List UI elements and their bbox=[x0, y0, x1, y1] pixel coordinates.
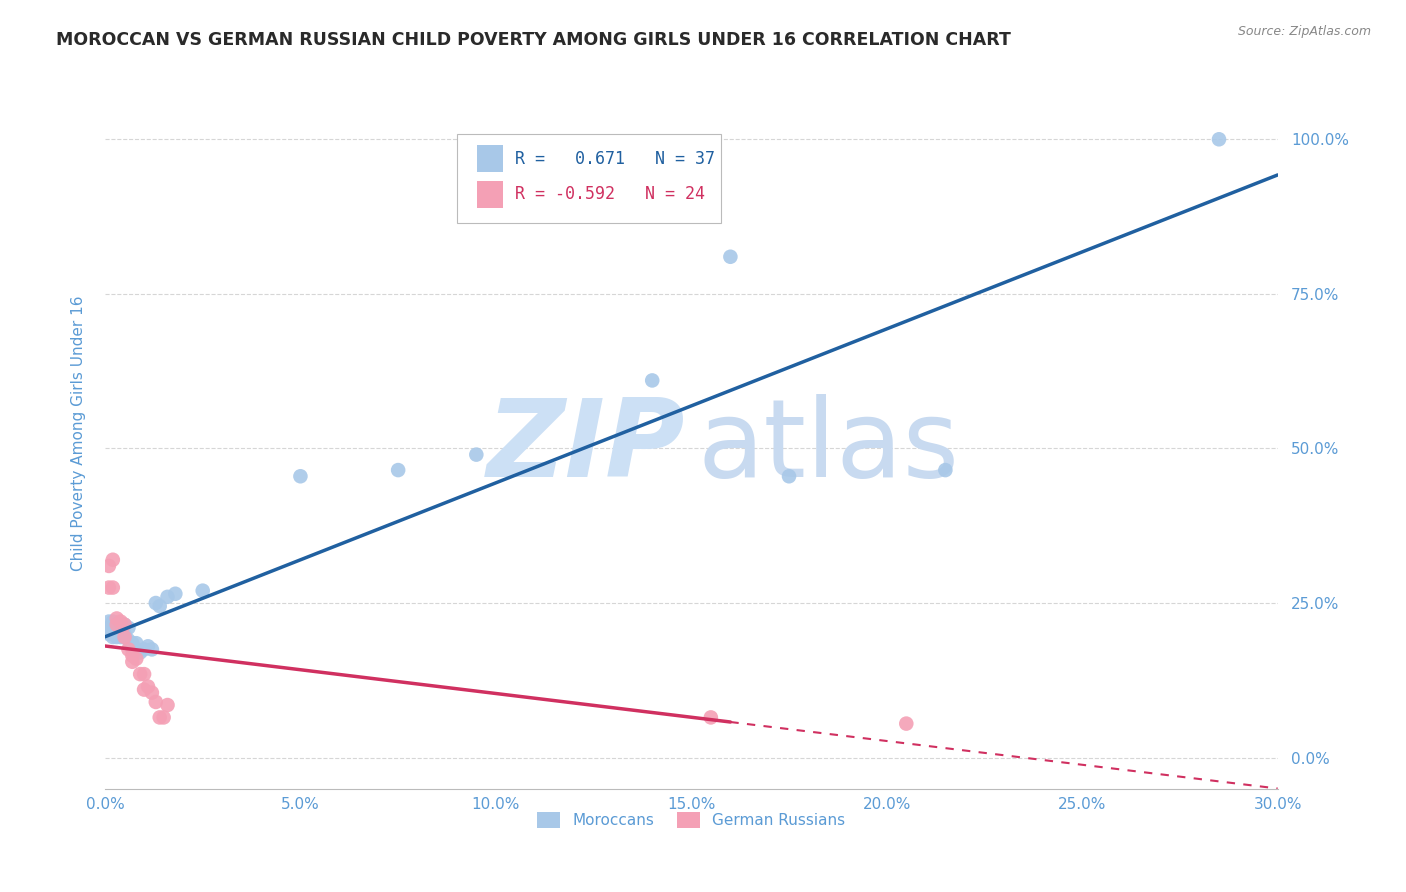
Point bbox=[132, 682, 155, 697]
Point bbox=[97, 627, 120, 641]
Point bbox=[387, 463, 409, 477]
Point bbox=[129, 667, 152, 681]
Point bbox=[117, 633, 139, 648]
Point bbox=[125, 651, 148, 665]
Point bbox=[101, 615, 124, 629]
Point bbox=[145, 596, 167, 610]
Point bbox=[896, 716, 918, 731]
Point bbox=[700, 710, 723, 724]
Point bbox=[101, 624, 124, 638]
Point bbox=[121, 636, 143, 650]
Point bbox=[156, 698, 179, 712]
Point bbox=[718, 250, 741, 264]
Point bbox=[105, 627, 128, 641]
Legend: Moroccans, German Russians: Moroccans, German Russians bbox=[531, 806, 852, 834]
Point bbox=[156, 590, 179, 604]
Point bbox=[117, 621, 139, 635]
Point bbox=[97, 615, 120, 629]
Y-axis label: Child Poverty Among Girls Under 16: Child Poverty Among Girls Under 16 bbox=[72, 295, 86, 571]
Point bbox=[132, 642, 155, 657]
Point bbox=[121, 655, 143, 669]
Point bbox=[114, 630, 136, 644]
Point bbox=[105, 621, 128, 635]
Point bbox=[149, 710, 172, 724]
Point bbox=[114, 630, 136, 644]
Point bbox=[290, 469, 312, 483]
Point bbox=[149, 599, 172, 614]
Point bbox=[121, 648, 143, 663]
Point bbox=[136, 680, 159, 694]
Point bbox=[97, 581, 120, 595]
Point bbox=[465, 448, 488, 462]
Point bbox=[1208, 132, 1230, 146]
Point bbox=[778, 469, 800, 483]
Point bbox=[125, 636, 148, 650]
Point bbox=[101, 581, 124, 595]
Point bbox=[125, 642, 148, 657]
Point bbox=[114, 627, 136, 641]
Point bbox=[97, 621, 120, 635]
Point bbox=[101, 630, 124, 644]
FancyBboxPatch shape bbox=[477, 180, 502, 208]
Text: MOROCCAN VS GERMAN RUSSIAN CHILD POVERTY AMONG GIRLS UNDER 16 CORRELATION CHART: MOROCCAN VS GERMAN RUSSIAN CHILD POVERTY… bbox=[56, 31, 1011, 49]
Point bbox=[110, 630, 132, 644]
Point bbox=[110, 615, 132, 629]
Point bbox=[145, 695, 167, 709]
Point bbox=[141, 686, 163, 700]
Text: R = -0.592   N = 24: R = -0.592 N = 24 bbox=[516, 185, 706, 203]
Point bbox=[105, 611, 128, 625]
Point bbox=[114, 617, 136, 632]
Point bbox=[132, 667, 155, 681]
Text: atlas: atlas bbox=[697, 394, 959, 500]
Point bbox=[191, 583, 214, 598]
Point bbox=[110, 621, 132, 635]
Point bbox=[934, 463, 956, 477]
Point bbox=[105, 617, 128, 632]
FancyBboxPatch shape bbox=[457, 135, 721, 223]
Text: R =   0.671   N = 37: R = 0.671 N = 37 bbox=[516, 150, 716, 168]
Point bbox=[129, 645, 152, 659]
FancyBboxPatch shape bbox=[477, 145, 502, 172]
Point bbox=[641, 373, 664, 387]
Point bbox=[101, 553, 124, 567]
Point bbox=[141, 642, 163, 657]
Point bbox=[97, 558, 120, 573]
Point bbox=[136, 640, 159, 654]
Point bbox=[152, 710, 174, 724]
Point bbox=[114, 617, 136, 632]
Point bbox=[105, 630, 128, 644]
Text: Source: ZipAtlas.com: Source: ZipAtlas.com bbox=[1237, 25, 1371, 38]
Point bbox=[117, 642, 139, 657]
Text: ZIP: ZIP bbox=[486, 394, 686, 500]
Point bbox=[165, 587, 187, 601]
Point bbox=[121, 642, 143, 657]
